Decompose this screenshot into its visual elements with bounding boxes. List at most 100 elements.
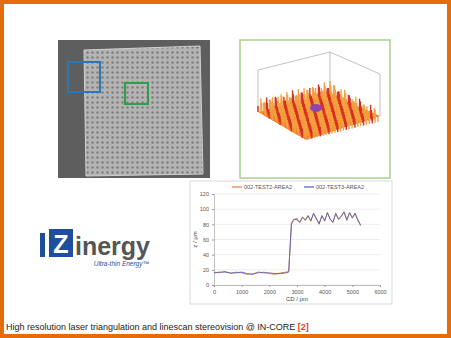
photo-background bbox=[58, 40, 210, 178]
surface-spike bbox=[363, 105, 364, 114]
tick-label: 80 bbox=[203, 222, 209, 228]
surface-spike bbox=[312, 87, 313, 98]
surface-spike bbox=[285, 100, 286, 111]
surface-spike bbox=[296, 96, 297, 109]
surface-spike bbox=[309, 88, 310, 99]
surface-spike bbox=[318, 85, 319, 97]
surface-spike bbox=[352, 110, 353, 119]
x-axis: 0 1000 2000 3000 4000 5000 6000 bbox=[213, 285, 387, 295]
tick-mark bbox=[212, 224, 214, 225]
tick-label: 6000 bbox=[374, 289, 386, 295]
y-axis: 020406080100120 bbox=[200, 191, 215, 288]
surface-spike bbox=[327, 97, 328, 107]
tick: 3000 bbox=[291, 285, 303, 295]
slide-frame bbox=[2, 2, 449, 336]
surface-spike bbox=[326, 88, 327, 94]
surface-spike bbox=[301, 93, 302, 102]
surface-spike bbox=[337, 109, 338, 120]
photo-sample bbox=[84, 46, 203, 176]
tick-label: 5000 bbox=[347, 289, 359, 295]
tick-label: 4000 bbox=[319, 289, 331, 295]
surface-spike bbox=[289, 115, 290, 125]
tick-mark bbox=[212, 209, 214, 210]
tick: 120 bbox=[200, 191, 214, 197]
surface-spike bbox=[279, 103, 280, 113]
surface-spike bbox=[309, 122, 310, 132]
tick: 1000 bbox=[236, 285, 248, 295]
caption-text: High resolution laser triangulation and … bbox=[6, 322, 298, 332]
surface-spike bbox=[320, 117, 321, 127]
surface-spike bbox=[331, 112, 332, 121]
surface-spike bbox=[344, 90, 345, 103]
tick: 5000 bbox=[347, 285, 359, 295]
tick: 0 bbox=[206, 282, 214, 288]
surface-spike bbox=[300, 110, 301, 120]
surface-spike bbox=[330, 121, 331, 131]
surface-spike bbox=[343, 97, 344, 109]
surface-spike bbox=[366, 106, 367, 115]
surface-box bbox=[258, 52, 380, 116]
surface-spike bbox=[327, 88, 328, 98]
surface-spike bbox=[369, 111, 370, 124]
surface-spike bbox=[320, 126, 321, 137]
grid-line bbox=[214, 194, 380, 195]
surface-spike bbox=[303, 88, 304, 100]
tick: 6000 bbox=[374, 285, 386, 295]
surface-spike bbox=[277, 97, 278, 107]
surface-spike bbox=[347, 104, 348, 114]
surface-spike bbox=[329, 81, 330, 94]
surface-spike bbox=[355, 97, 356, 109]
surface-spike bbox=[347, 112, 348, 123]
surface-spike bbox=[299, 119, 300, 129]
tick-label: 40 bbox=[203, 252, 209, 258]
surface-spike bbox=[289, 107, 290, 117]
caption: High resolution laser triangulation and … bbox=[6, 322, 309, 332]
tick: 0 bbox=[213, 285, 216, 295]
logo: ZinergyUltra-thin Energy™ bbox=[40, 229, 150, 268]
surface-spike bbox=[314, 129, 315, 138]
legend-label: 002-TEST2-AREA2 bbox=[244, 184, 292, 190]
surface-spike bbox=[324, 83, 325, 96]
logo-tagline: Ultra-thin Energy™ bbox=[94, 260, 149, 268]
tick-mark bbox=[269, 285, 270, 287]
surface-spike bbox=[333, 85, 334, 96]
surface-spike bbox=[349, 95, 350, 108]
tick-label: 0 bbox=[206, 282, 209, 288]
surface-spike bbox=[291, 98, 292, 110]
tick: 80 bbox=[203, 222, 214, 228]
surface-spike bbox=[353, 101, 354, 113]
tick-label: 1000 bbox=[236, 289, 248, 295]
tick-mark bbox=[214, 285, 215, 287]
tick-label: 120 bbox=[200, 191, 209, 197]
surface-spike bbox=[283, 97, 284, 106]
surface-spike bbox=[374, 108, 375, 120]
legend-swatch bbox=[232, 186, 242, 187]
tick: 4000 bbox=[319, 285, 331, 295]
tick: 2000 bbox=[264, 285, 276, 295]
surface-spike bbox=[337, 100, 338, 110]
photo-area-blue bbox=[68, 62, 100, 92]
surface-spike bbox=[268, 108, 269, 118]
tick: 20 bbox=[203, 267, 214, 273]
surface-spike bbox=[362, 114, 363, 123]
surface-spike bbox=[280, 94, 281, 106]
surface-spike bbox=[358, 107, 359, 118]
surface-spike bbox=[317, 93, 318, 103]
series-lines bbox=[214, 211, 361, 274]
surface-spike bbox=[269, 100, 270, 109]
surface-spike bbox=[306, 98, 307, 109]
grid-line bbox=[214, 209, 380, 210]
tick-mark bbox=[242, 285, 243, 287]
surface-spike bbox=[266, 97, 267, 109]
line-chart: 0204060801001200100020003000400050006000… bbox=[192, 184, 387, 302]
tick: 40 bbox=[203, 252, 214, 258]
grid bbox=[214, 194, 380, 285]
logo-bar bbox=[40, 233, 45, 257]
logo-box bbox=[49, 229, 73, 257]
tick: 100 bbox=[200, 206, 214, 212]
surface-spike bbox=[363, 104, 364, 116]
tick-mark bbox=[325, 285, 326, 287]
grid-line bbox=[214, 254, 380, 255]
surface-spike bbox=[306, 90, 307, 100]
legend-swatch bbox=[304, 186, 314, 187]
